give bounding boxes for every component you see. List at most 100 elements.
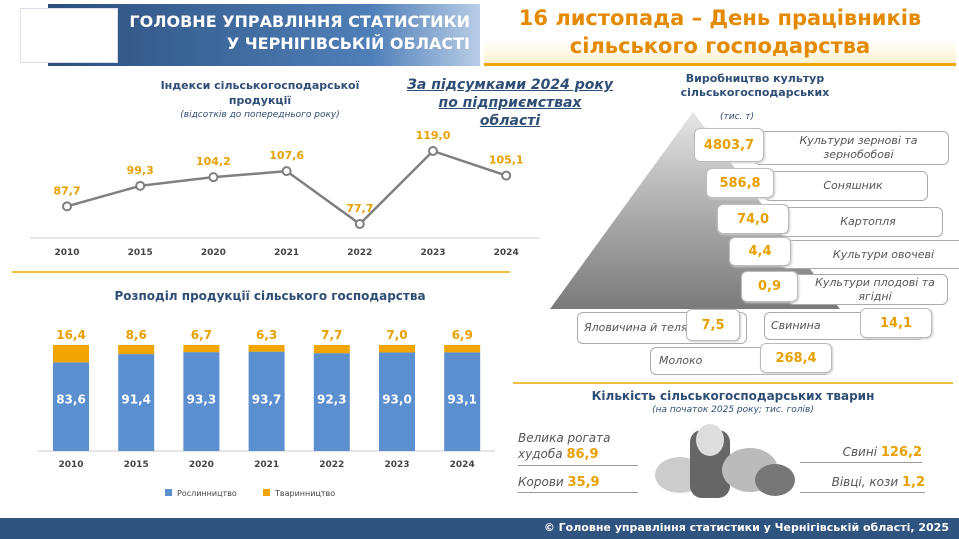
bar-livestock xyxy=(444,345,481,353)
data-label: 99,3 xyxy=(127,164,154,177)
org-name-line2: У ЧЕРНІГІВСЬКІЙ ОБЛАСТІ xyxy=(226,34,470,53)
data-label: 87,7 xyxy=(53,184,80,197)
tick-label: 2023 xyxy=(384,460,409,470)
bar-crop xyxy=(444,352,481,451)
data-point xyxy=(281,166,292,177)
data-label: 104,2 xyxy=(196,155,231,168)
data-label: 8,6 xyxy=(126,328,147,342)
data-point xyxy=(501,170,512,181)
bar-livestock xyxy=(248,345,285,352)
data-label: 105,1 xyxy=(489,154,524,167)
title-line2: сільського господарства xyxy=(569,34,871,58)
crop-label: Картопля xyxy=(779,207,943,237)
animals-subtitle: (на початок 2025 року; тис. голів) xyxy=(652,405,814,415)
production-unit: (тис. т) xyxy=(720,112,755,122)
crop-value: 586,8 xyxy=(706,168,774,198)
crop-value: 4,4 xyxy=(729,237,791,266)
bar-crop xyxy=(183,352,220,451)
dist-chart-title: Розподіл продукції сільського господарст… xyxy=(114,289,426,303)
data-label: 83,6 xyxy=(56,392,86,406)
tick-label: 2021 xyxy=(274,248,299,258)
tick-label: 2020 xyxy=(201,248,226,258)
data-label: 77,7 xyxy=(346,202,373,215)
summary-line1: За підсумками 2024 року xyxy=(406,77,614,93)
pork-value: 14,1 xyxy=(860,308,932,338)
bar-livestock xyxy=(379,345,415,353)
cows-label: Корови xyxy=(518,475,564,489)
tick-label: 2023 xyxy=(420,248,445,258)
tick-label: 2024 xyxy=(450,460,475,470)
index-chart-subtitle: (відсотків до попереднього року) xyxy=(180,110,340,120)
bar-crop xyxy=(313,353,350,451)
data-point xyxy=(354,219,365,229)
data-label: 6,7 xyxy=(191,328,212,342)
tick-label: 2021 xyxy=(254,460,279,470)
logo xyxy=(20,8,118,63)
pigs-label: Свині xyxy=(842,445,878,459)
data-label: 107,6 xyxy=(269,149,304,162)
crop-label: Культури плодові та ягідні xyxy=(788,274,948,305)
index-line-chart: 87,7 2010 99,3 2015 104,2 2020 107,6 2021 77,7 20… xyxy=(30,129,540,258)
production-title-1: Виробництво культур xyxy=(685,72,825,85)
tick-label: 2010 xyxy=(54,248,79,258)
tick-label: 2010 xyxy=(58,460,83,470)
tick-label: 2022 xyxy=(319,460,344,470)
bar-livestock xyxy=(183,345,220,353)
tick-label: 2022 xyxy=(347,248,372,258)
milk-value: 268,4 xyxy=(760,343,832,373)
cattle-stat: Велика рогата худоба 86,9 xyxy=(518,430,638,466)
data-label: 6,3 xyxy=(256,328,277,342)
cows-value: 35,9 xyxy=(567,475,600,490)
legend-swatch xyxy=(263,489,270,496)
divider xyxy=(12,271,510,273)
data-label: 93,3 xyxy=(187,392,217,406)
tick-label: 2015 xyxy=(124,460,149,470)
bar-livestock xyxy=(313,345,350,354)
tick-label: 2020 xyxy=(189,460,214,470)
data-point xyxy=(428,146,438,156)
index-title-1: Індекси сільськогосподарської xyxy=(160,79,360,92)
footer: © Головне управління статистики у Черніг… xyxy=(0,518,959,539)
cattle-label: Велика рогата худоба xyxy=(518,431,611,461)
summary-note: За підсумками 2024 року по підприємствах о… xyxy=(385,76,635,130)
data-label: 93,0 xyxy=(382,392,412,406)
cattle-value: 86,9 xyxy=(566,447,599,462)
crop-label: Соняшник xyxy=(764,171,928,201)
tick-label: 2024 xyxy=(494,248,519,258)
pigs-value: 126,2 xyxy=(880,445,922,460)
bar-crop xyxy=(53,362,89,451)
page-title: 16 листопада – День працівників сільськог… xyxy=(484,4,956,66)
sheep-stat: Вівці, кози 1,2 xyxy=(800,475,925,493)
summary-line3: області xyxy=(479,113,541,129)
header-banner: ГОЛОВНЕ УПРАВЛІННЯ СТАТИСТИКИ У ЧЕРНІГІВ… xyxy=(48,4,480,66)
bar-livestock xyxy=(118,345,155,355)
data-point xyxy=(208,172,219,183)
dist-bar-chart: 83,6 16,4 2010 91,4 8,6 2015 93,3 6,7 2020 93,7 6,… xyxy=(38,328,495,498)
legend-swatch xyxy=(165,489,172,496)
summary-line2: по підприємствах xyxy=(438,95,582,111)
data-label: 93,1 xyxy=(447,392,477,406)
bar-crop xyxy=(248,351,285,451)
crop-label: Культури зернові та зернобобові xyxy=(754,131,949,165)
cows-stat: Корови 35,9 xyxy=(518,475,638,493)
beef-value: 7,5 xyxy=(686,309,740,341)
data-label: 7,7 xyxy=(321,328,342,342)
bar-crop xyxy=(118,354,155,451)
farm-animals-image xyxy=(655,424,795,498)
sheep-label: Вівці, кози xyxy=(831,475,899,489)
crop-value: 0,9 xyxy=(741,271,798,302)
pigs-stat: Свині 126,2 xyxy=(800,445,922,463)
production-title: Виробництво культур сільськогосподарських xyxy=(640,72,870,100)
data-label: 92,3 xyxy=(317,392,347,406)
crop-value: 74,0 xyxy=(717,204,789,234)
tick-label: 2015 xyxy=(128,248,153,258)
data-label: 119,0 xyxy=(416,129,451,142)
crop-label: Культури овочеві xyxy=(781,240,959,269)
data-label: 7,0 xyxy=(386,328,407,342)
index-title-2: продукції xyxy=(228,94,292,107)
title-line1: 16 листопада – День працівників xyxy=(518,6,922,30)
legend-label: Рослинництво xyxy=(177,489,237,498)
data-point xyxy=(62,201,72,212)
org-name-line1: ГОЛОВНЕ УПРАВЛІННЯ СТАТИСТИКИ xyxy=(129,12,470,31)
production-title-2: сільськогосподарських xyxy=(680,86,830,99)
